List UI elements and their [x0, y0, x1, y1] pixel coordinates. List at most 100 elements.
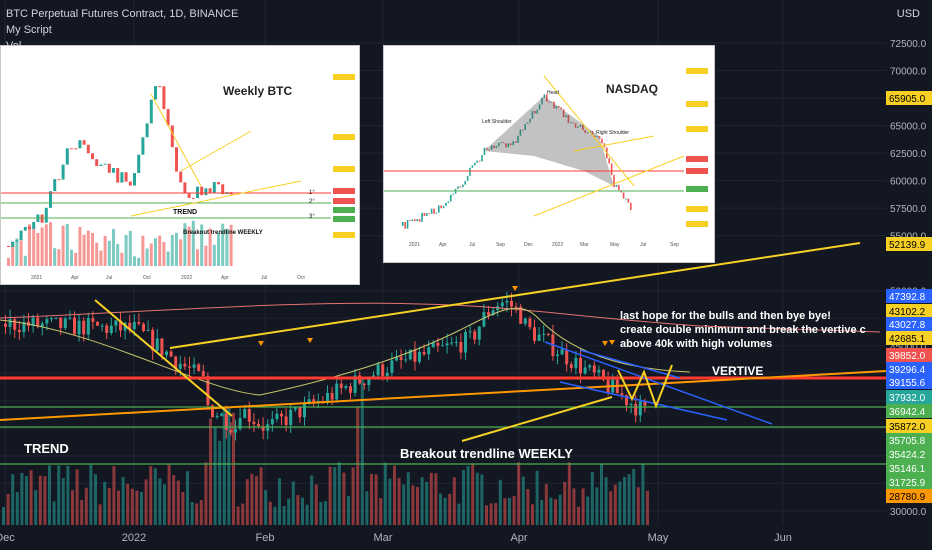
- inset-candle: [577, 126, 579, 128]
- inset-candle: [128, 181, 132, 186]
- candle-body: [54, 317, 58, 319]
- inset-candle: [584, 130, 586, 134]
- volume-bar: [632, 468, 636, 525]
- inset-volume-bar: [36, 233, 40, 266]
- ma-200: [0, 302, 881, 333]
- volume-bar: [2, 506, 5, 525]
- inset-candle: [517, 135, 519, 143]
- inset-candle: [512, 141, 514, 146]
- volume-bar: [218, 440, 222, 525]
- inset-volume-bar: [44, 224, 48, 266]
- volume-bar: [158, 478, 162, 525]
- inset-candle: [217, 182, 220, 185]
- volume-bar: [393, 465, 396, 525]
- price-tags: 65905.0 52139.9 47392.8 43102.2 43027.8 42685…: [886, 91, 932, 503]
- candle-body: [565, 349, 569, 365]
- inset-candle: [586, 132, 589, 134]
- inset-candle: [15, 240, 19, 242]
- volume-bar: [38, 475, 42, 525]
- inset-volume-bar: [225, 228, 229, 266]
- inset-candle: [447, 201, 450, 203]
- inset-candle: [49, 191, 52, 208]
- candle-body: [252, 421, 256, 424]
- volume-bar: [314, 484, 318, 525]
- price-tag-label: 28780.9: [889, 492, 926, 503]
- x-axis-bg: [0, 526, 932, 550]
- volume-bar: [429, 472, 433, 525]
- inset-candle: [65, 148, 69, 165]
- volume-bar: [521, 476, 525, 525]
- volume-bar: [61, 478, 65, 525]
- inset-candle: [610, 163, 613, 175]
- volume-bar: [144, 479, 148, 525]
- candle-body: [238, 418, 242, 429]
- candle-body: [96, 321, 99, 326]
- inset-candle: [582, 124, 584, 131]
- inset-candle: [483, 147, 486, 155]
- volume-bar: [66, 465, 70, 525]
- inset-volume-bar: [57, 249, 61, 266]
- inset-candle: [411, 219, 414, 222]
- inset-candle: [86, 144, 90, 154]
- annotation-trend: TREND: [24, 441, 69, 456]
- inset-price-tag: [333, 74, 355, 80]
- candle-body: [625, 395, 628, 406]
- candle-body: [234, 428, 237, 433]
- candle-body: [385, 372, 389, 377]
- inset-candle: [166, 109, 170, 126]
- candle-body: [73, 317, 76, 335]
- inset-candle: [191, 197, 195, 199]
- volume-bar: [15, 492, 19, 525]
- inset-nasdaq-svg: 2021 Apr Jul Sep Dec 2022 Mar May Jul Sep: [384, 46, 714, 262]
- inset-price-tag: [686, 126, 708, 132]
- inset-candle: [505, 143, 507, 148]
- candle-body: [436, 343, 440, 346]
- inset-price-tag: [686, 206, 708, 212]
- inset-candle: [596, 136, 598, 138]
- volume-bar: [471, 463, 475, 525]
- script-title: My Script: [6, 24, 52, 36]
- pivot-marker: [609, 340, 615, 345]
- annotation-bulls: last hope for the bulls and then bye bye…: [620, 310, 831, 322]
- volume-bar: [512, 496, 516, 525]
- inset-candle: [421, 212, 423, 222]
- candle-body: [137, 321, 141, 324]
- candle-body: [220, 413, 224, 416]
- inset-candle: [471, 165, 474, 168]
- inset-volume-bar: [187, 226, 191, 266]
- volume-bar: [489, 503, 493, 525]
- inset-month-label: Jul: [640, 242, 646, 248]
- moving-averages: [0, 302, 881, 396]
- candle-body: [634, 403, 638, 416]
- candle-body: [468, 331, 472, 333]
- inset-volume-bar: [82, 234, 86, 266]
- x-tick-label: Jun: [774, 532, 792, 544]
- candle-body: [349, 386, 352, 393]
- candle-body: [454, 341, 458, 343]
- volume-bar: [204, 462, 208, 525]
- candle-body: [441, 345, 444, 347]
- inset-volume-bar: [221, 223, 225, 266]
- volume-bar: [567, 462, 571, 525]
- inset-candle: [99, 164, 103, 166]
- volume-bar: [94, 474, 97, 525]
- candle-body: [229, 429, 233, 433]
- y-tick-label: 70000.0: [890, 66, 927, 77]
- volume-bar: [452, 477, 456, 525]
- candle-body: [31, 317, 35, 326]
- volume-bar: [342, 472, 346, 525]
- candle-body: [482, 312, 486, 327]
- price-tag-box: [886, 447, 932, 461]
- candle-body: [422, 352, 426, 355]
- volume-bar: [287, 498, 291, 525]
- volume-bar: [310, 475, 314, 525]
- candle-body: [8, 319, 12, 327]
- price-tag-box: [886, 362, 932, 376]
- price-tag-label: 37932.0: [889, 393, 926, 404]
- candle-body: [358, 375, 362, 384]
- candle-body: [477, 326, 481, 340]
- candle-body: [270, 419, 274, 425]
- volume-bar: [416, 486, 419, 525]
- inset-level-2: 2°: [309, 199, 315, 205]
- candle-body: [68, 317, 72, 319]
